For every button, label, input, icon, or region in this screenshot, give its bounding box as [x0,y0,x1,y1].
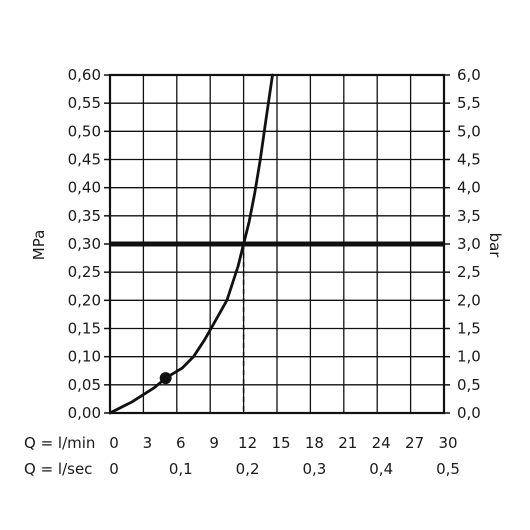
x-primary-tick-label: 21 [338,434,357,452]
y-right-tick-label: 1,5 [457,320,481,338]
series-line [108,73,274,415]
y-right-tick-label: 5,0 [457,122,481,140]
y-left-tick-label: 0,40 [68,179,101,197]
x-secondary-tick-label: 0,2 [236,460,260,478]
y-left-tick-label: 0,00 [68,404,101,422]
x-primary-tick-label: 12 [238,434,257,452]
x-primary-tick-label: 27 [405,434,424,452]
y-axis-right-title: bar [486,233,504,259]
y-left-tick-label: 0,55 [68,94,101,112]
x-secondary-tick-label: 0,4 [369,460,393,478]
y-left-tick-label: 0,15 [68,320,101,338]
x-primary-tick-label: 30 [438,434,457,452]
y-left-tick-label: 0,20 [68,291,101,309]
x-axis-primary-title: Q = l/min [24,434,95,452]
y-right-tick-label: 6,0 [457,66,481,84]
x-primary-tick-label: 3 [143,434,153,452]
y-left-tick-label: 0,30 [68,235,101,253]
x-secondary-tick-label: 0,5 [436,460,460,478]
x-secondary-tick-label: 0,3 [302,460,326,478]
y-right-tick-label: 3,0 [457,235,481,253]
y-right-tick-labels: 0,0 0,5 1,0 1,5 2,0 2,5 3,0 3,5 4,0 4,5 5,0 5,5 6,0 [457,66,481,422]
x-primary-tick-label: 9 [209,434,219,452]
y-right-tick-label: 5,5 [457,94,481,112]
x-secondary-tick-label: 0,1 [169,460,193,478]
y-left-tick-labels: 0,00 0,05 0,10 0,15 0,20 0,25 0,30 0,35 0,40 0,45… [68,66,101,422]
x-secondary-tick-label: 0 [109,460,119,478]
x-axis-secondary-title: Q = l/sec [24,460,92,478]
y-right-tick-label: 0,5 [457,376,481,394]
series-group [108,73,274,415]
y-left-tick-label: 0,25 [68,263,101,281]
y-left-tick-label: 0,60 [68,66,101,84]
y-left-tick-label: 0,10 [68,348,101,366]
y-right-tick-label: 1,0 [457,348,481,366]
y-left-tick-label: 0,35 [68,207,101,225]
x-primary-tick-label: 15 [271,434,290,452]
data-point-marker [159,372,172,385]
y-left-tick-label: 0,45 [68,151,101,169]
y-left-tick-label: 0,05 [68,376,101,394]
y-left-tick-label: 0,50 [68,122,101,140]
y-right-tick-label: 4,0 [457,179,481,197]
y-right-tick-label: 0,0 [457,404,481,422]
x-primary-tick-label: 24 [372,434,391,452]
y-axis-left-title: MPa [30,230,48,261]
y-right-tick-label: 2,5 [457,263,481,281]
y-right-tick-label: 3,5 [457,207,481,225]
y-right-tick-label: 4,5 [457,151,481,169]
x-primary-tick-label: 0 [109,434,119,452]
y-right-tick-label: 2,0 [457,291,481,309]
x-axis-tick-labels: Q = l/min 0 3 6 9 12 15 18 21 24 27 30 Q = l/sec 0 0,1… [24,434,460,478]
x-primary-tick-label: 6 [176,434,186,452]
x-primary-tick-label: 18 [305,434,324,452]
